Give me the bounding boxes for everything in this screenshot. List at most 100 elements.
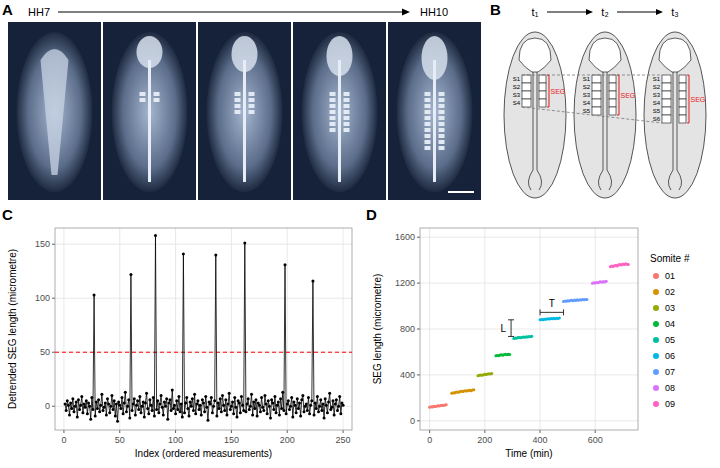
- data-point: [160, 394, 163, 397]
- data-point: [334, 403, 337, 406]
- somite: [344, 104, 350, 108]
- data-point: [328, 392, 331, 395]
- axis-title: Time (min): [505, 448, 552, 459]
- somite: [330, 128, 336, 132]
- data-point: [120, 396, 123, 399]
- data-point: [133, 397, 136, 400]
- data-point: [104, 401, 107, 404]
- data-point: [251, 413, 254, 416]
- tick-label: 0: [61, 435, 66, 445]
- somite: [154, 98, 160, 102]
- somite: [425, 122, 431, 126]
- panel-letter: C: [2, 206, 13, 223]
- tail: [668, 170, 681, 190]
- somite: [235, 92, 241, 96]
- somite-box: [539, 91, 546, 99]
- somite-label: S5: [653, 108, 661, 114]
- somite-box: [679, 99, 686, 107]
- somite-box: [679, 115, 686, 123]
- data-point: [183, 411, 186, 414]
- data-point: [249, 405, 252, 408]
- data-point: [627, 263, 630, 266]
- data-point: [337, 405, 340, 408]
- time-label: t₁: [532, 6, 539, 18]
- somite-box: [539, 75, 546, 83]
- data-point: [285, 412, 288, 415]
- data-point: [179, 410, 182, 413]
- data-point: [75, 400, 78, 403]
- data-point: [227, 403, 230, 406]
- data-point: [127, 398, 130, 401]
- data-point: [309, 404, 312, 407]
- data-point: [115, 403, 118, 406]
- data-point: [232, 412, 235, 415]
- somite-label: S1: [513, 76, 521, 82]
- legend-label: 08: [665, 383, 675, 393]
- data-point: [268, 405, 271, 408]
- data-point: [87, 401, 90, 404]
- tick: [52, 298, 55, 299]
- data-point: [158, 403, 161, 406]
- data-point: [325, 404, 328, 407]
- data-point: [114, 414, 117, 417]
- data-point: [134, 413, 137, 416]
- data-point: [169, 398, 172, 401]
- data-point: [256, 414, 259, 417]
- data-point: [204, 395, 207, 398]
- neural-tube: [673, 72, 674, 170]
- data-point: [171, 389, 174, 392]
- tick: [417, 329, 420, 330]
- arrow: [617, 12, 657, 13]
- data-point: [84, 406, 87, 409]
- somite: [235, 98, 241, 102]
- tick-label: 100: [35, 293, 50, 303]
- data-point: [181, 416, 184, 419]
- data-point: [338, 395, 341, 398]
- neural-tube: [433, 60, 436, 182]
- data-point: [233, 396, 236, 399]
- data-line: [452, 390, 474, 393]
- somite: [235, 110, 241, 114]
- grid-line: [63, 228, 64, 430]
- data-point: [156, 399, 159, 402]
- data-point: [286, 403, 289, 406]
- data-point: [307, 396, 310, 399]
- data-point: [172, 407, 175, 410]
- data-point: [282, 409, 285, 412]
- data-point: [324, 397, 327, 400]
- legend-label: 09: [665, 399, 675, 409]
- embryo-photo: [293, 22, 386, 200]
- data-point: [299, 414, 302, 417]
- data-point: [182, 252, 185, 255]
- data-point: [69, 401, 72, 404]
- legend-label: 02: [665, 287, 675, 297]
- data-point: [191, 397, 194, 400]
- data-point: [78, 408, 81, 411]
- data-point: [224, 398, 227, 401]
- plot-marks: [428, 262, 630, 408]
- tail: [528, 170, 541, 190]
- tick: [417, 237, 420, 238]
- data-point: [218, 407, 221, 410]
- grid-line: [420, 420, 638, 421]
- tick-label: 1600: [395, 232, 415, 242]
- data-point: [306, 409, 309, 412]
- data-point: [314, 401, 317, 404]
- data-point: [243, 242, 246, 245]
- tick: [52, 352, 55, 353]
- somite: [344, 110, 350, 114]
- neural-tube: [607, 72, 608, 170]
- data-point: [74, 405, 77, 408]
- data-point: [122, 412, 125, 415]
- embryo-photo: [198, 22, 291, 200]
- data-point: [280, 407, 283, 410]
- data-point: [198, 408, 201, 411]
- plot-background: [420, 228, 638, 430]
- data-point: [238, 401, 241, 404]
- data-point: [129, 273, 132, 276]
- panel-d: D0400800120016000200400600Time (min)SEG …: [366, 206, 690, 459]
- tick: [417, 283, 420, 284]
- data-point: [90, 396, 93, 399]
- data-point: [252, 400, 255, 403]
- somite-label: S6: [653, 116, 661, 122]
